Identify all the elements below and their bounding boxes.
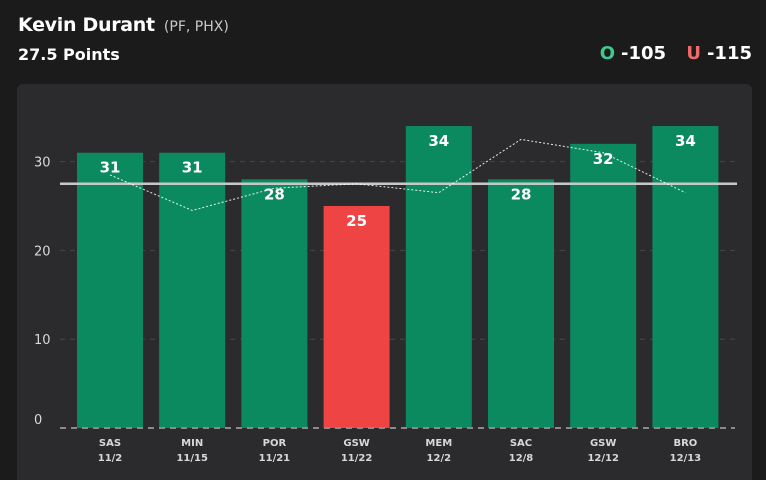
- x-tick-date: 11/2: [98, 453, 123, 464]
- over-label: O: [599, 43, 615, 64]
- x-tick-opponent: MIN: [181, 438, 203, 449]
- player-name: Kevin Durant: [18, 14, 155, 36]
- x-tick-opponent: SAC: [510, 438, 532, 449]
- under-odds-button[interactable]: U -115: [686, 43, 752, 64]
- over-odds: -105: [621, 43, 667, 64]
- y-tick-label: 30: [34, 156, 51, 171]
- x-tick-date: 11/22: [341, 453, 373, 464]
- x-tick-date: 12/13: [670, 453, 702, 464]
- bar-por-2: [241, 179, 308, 428]
- odds: O -105 U -115: [600, 43, 752, 64]
- bar-sas-0: [77, 152, 143, 428]
- bar-value-label: 34: [428, 132, 449, 150]
- y-tick-label: 0: [34, 413, 42, 428]
- over-odds-button[interactable]: O -105: [600, 43, 680, 64]
- player-position-team: (PF, PHX): [163, 19, 229, 35]
- x-tick-date: 12/12: [587, 453, 619, 464]
- y-tick-label: 10: [34, 333, 51, 348]
- x-tick-opponent: GSW: [343, 438, 369, 449]
- x-tick-date: 11/15: [176, 453, 208, 464]
- bar-sac-5: [488, 179, 554, 428]
- header: Kevin Durant (PF, PHX) 27.5 Points O -105…: [18, 12, 752, 72]
- bar-value-label: 34: [675, 132, 696, 150]
- under-odds: -115: [706, 43, 752, 64]
- x-tick-opponent: MEM: [425, 438, 452, 449]
- under-label: U: [686, 43, 701, 64]
- bar-value-label: 31: [182, 159, 203, 177]
- player-line: Kevin Durant (PF, PHX): [18, 14, 229, 36]
- x-tick-opponent: SAS: [99, 438, 121, 449]
- y-tick-label: 20: [34, 244, 51, 259]
- x-tick-date: 12/2: [427, 453, 452, 464]
- x-tick-date: 11/21: [259, 453, 291, 464]
- bar-min-1: [159, 152, 226, 428]
- x-tick-opponent: POR: [263, 438, 287, 449]
- prop-line: 27.5 Points: [18, 45, 120, 64]
- bar-value-label: 32: [593, 150, 614, 168]
- x-tick-date: 12/8: [509, 453, 534, 464]
- bar-mem-4: [405, 126, 472, 428]
- x-tick-opponent: GSW: [590, 438, 616, 449]
- bar-value-label: 31: [100, 159, 121, 177]
- bar-value-label: 28: [511, 185, 532, 203]
- bar-value-label: 25: [346, 212, 367, 230]
- x-tick-opponent: BRO: [673, 438, 697, 449]
- bar-gsw-3: [323, 206, 390, 428]
- bar-bro-7: [652, 126, 719, 428]
- bar-gsw-6: [570, 143, 637, 428]
